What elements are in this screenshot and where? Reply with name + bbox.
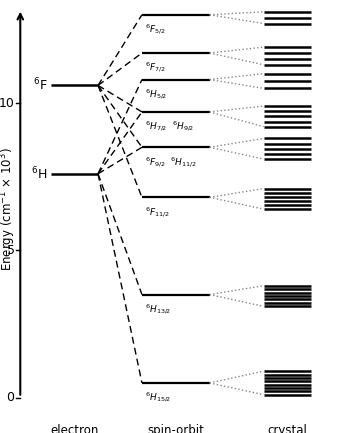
Text: $^6$F: $^6$F	[33, 77, 47, 94]
Text: $^6F_{5/2}$: $^6F_{5/2}$	[145, 23, 166, 37]
Text: $^6F_{9/2}$  $^6H_{11/2}$: $^6F_{9/2}$ $^6H_{11/2}$	[145, 155, 197, 170]
Text: spin-orbit
coupling: spin-orbit coupling	[147, 424, 204, 433]
Text: $^6H_{15/2}$: $^6H_{15/2}$	[145, 391, 172, 405]
Text: 10: 10	[0, 97, 15, 110]
Text: electron
repulsion: electron repulsion	[47, 424, 102, 433]
Text: crystal
field: crystal field	[267, 424, 307, 433]
Text: $^6F_{7/2}$: $^6F_{7/2}$	[145, 61, 166, 75]
Text: $^6$H: $^6$H	[31, 165, 47, 182]
Text: 5: 5	[6, 244, 15, 257]
Text: 0: 0	[6, 391, 15, 404]
Text: $^6H_{5/2}$: $^6H_{5/2}$	[145, 88, 168, 102]
Text: $^6H_{13/2}$: $^6H_{13/2}$	[145, 303, 172, 317]
Text: $^6F_{11/2}$: $^6F_{11/2}$	[145, 206, 170, 220]
Text: $^6H_{7/2}$  $^6H_{9/2}$: $^6H_{7/2}$ $^6H_{9/2}$	[145, 120, 195, 134]
Text: Energy (cm$^{-1}$ × 10$^3$): Energy (cm$^{-1}$ × 10$^3$)	[0, 147, 18, 271]
